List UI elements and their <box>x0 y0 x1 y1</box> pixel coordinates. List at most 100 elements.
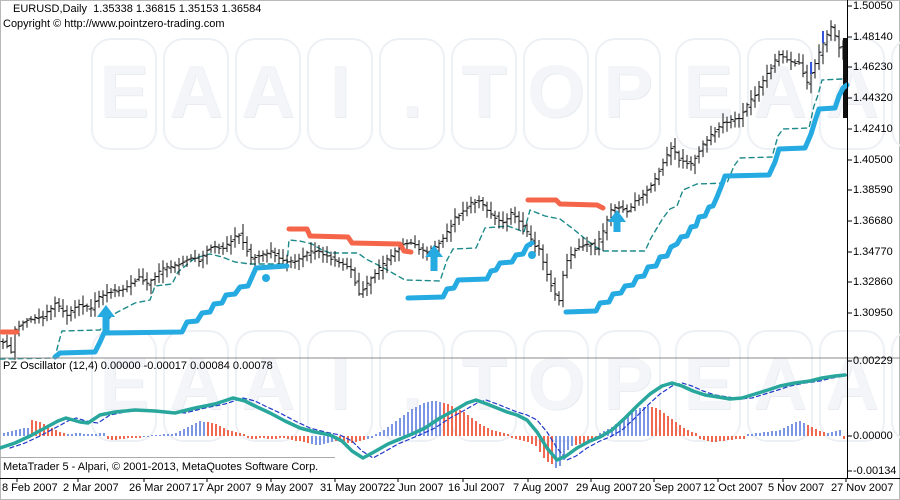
oscillator-histogram-bar <box>699 436 701 439</box>
oscillator-histogram-bar <box>635 410 637 436</box>
oscillator-histogram-bar <box>543 436 545 458</box>
oscillator-histogram-bar <box>831 432 833 436</box>
oscillator-histogram-bar <box>483 426 485 436</box>
time-axis-label: 2 Mar 2007 <box>63 482 119 494</box>
current-bar <box>843 38 847 118</box>
oscillator-histogram-bar <box>735 436 737 439</box>
oscillator-histogram-bar <box>667 416 669 436</box>
bull-candle-body <box>810 62 812 74</box>
oscillator-histogram-bar <box>711 436 713 442</box>
oscillator-histogram-bar <box>147 436 149 437</box>
oscillator-histogram-bar <box>11 431 13 436</box>
oscillator-histogram-bar <box>447 404 449 436</box>
oscillator-histogram-bar <box>35 421 37 436</box>
price-axis-label: 1.32860 <box>853 276 893 288</box>
oscillator-histogram-bar <box>127 436 129 438</box>
oscillator-histogram-bar <box>503 433 505 436</box>
watermark-letter: . <box>379 38 445 150</box>
oscillator-histogram-bar <box>627 415 629 436</box>
watermark-letter: A <box>163 38 229 150</box>
oscillator-histogram-bar <box>407 412 409 436</box>
price-axis-label: 1.34770 <box>853 246 893 258</box>
oscillator-histogram-bar <box>435 401 437 436</box>
oscillator-histogram-bar <box>511 436 513 438</box>
oscillator-histogram-bar <box>319 436 321 445</box>
oscillator-histogram-bar <box>475 421 477 436</box>
oscillator-histogram-bar <box>771 431 773 436</box>
oscillator-histogram-bar <box>835 431 837 436</box>
oscillator-histogram-bar <box>383 430 385 436</box>
oscillator-histogram-bar <box>103 433 105 436</box>
oscillator-histogram-bar <box>379 432 381 436</box>
oscillator-histogram-bar <box>639 408 641 436</box>
oscillator-histogram-bar <box>119 436 121 439</box>
oscillator-histogram-bar <box>227 430 229 436</box>
oscillator-histogram-bar <box>199 421 201 436</box>
oscillator-histogram-bar <box>307 436 309 443</box>
oscillator-histogram-bar <box>787 426 789 436</box>
oscillator-histogram-bar <box>743 436 745 439</box>
oscillator-histogram-bar <box>415 407 417 436</box>
oscillator-histogram-bar <box>331 436 333 442</box>
oscillator-histogram-bar <box>599 433 601 436</box>
oscillator-histogram-bar <box>579 436 581 444</box>
oscillator-histogram-bar <box>487 428 489 436</box>
oscillator-histogram-bar <box>519 436 521 440</box>
oscillator-histogram-bar <box>311 436 313 444</box>
oscillator-histogram-bar <box>63 433 65 436</box>
oscillator-histogram-bar <box>807 425 809 436</box>
time-axis-label: 5 Nov 2007 <box>768 482 825 494</box>
buy-arrow-icon <box>97 305 115 331</box>
oscillator-histogram-bar <box>623 418 625 436</box>
oscillator-histogram-bar <box>567 436 569 450</box>
time-axis-label: 27 Nov 2007 <box>831 482 894 494</box>
oscillator-histogram-bar <box>247 436 249 438</box>
oscillator-histogram-bar <box>123 436 125 439</box>
oscillator-histogram-bar <box>99 433 101 436</box>
price-axis-label: 1.42410 <box>853 123 893 135</box>
oscillator-histogram-bar <box>587 436 589 442</box>
oscillator-histogram-bar <box>819 431 821 436</box>
oscillator-histogram-bar <box>27 428 29 436</box>
oscillator-histogram-bar <box>255 436 257 439</box>
price-axis-label: 1.30950 <box>853 307 893 319</box>
oscillator-histogram-bar <box>151 435 153 436</box>
oscillator-histogram-bar <box>655 408 657 436</box>
entry-dot-icon <box>262 274 270 282</box>
time-axis-label: 9 May 2007 <box>256 482 314 494</box>
oscillator-histogram-bar <box>139 436 141 438</box>
oscillator-histogram-bar <box>551 436 553 464</box>
oscillator-histogram-bar <box>751 434 753 436</box>
oscillator-histogram-bar <box>155 435 157 436</box>
oscillator-histogram-bar <box>267 436 269 439</box>
oscillator-histogram-bar <box>799 421 801 436</box>
oscillator-histogram-bar <box>663 413 665 436</box>
oscillator-histogram-bar <box>571 436 573 446</box>
oscillator-histogram-bar <box>619 421 621 436</box>
watermark-letter: A <box>235 330 301 442</box>
oscillator-histogram-bar <box>539 436 541 452</box>
oscillator-histogram-bar <box>775 431 777 436</box>
watermark-letter: T <box>451 330 517 442</box>
oscillator-histogram-bar <box>499 432 501 436</box>
oscillator-histogram-bar <box>355 436 357 442</box>
oscillator-histogram-bar <box>495 431 497 436</box>
oscillator-histogram-bar <box>287 436 289 439</box>
oscillator-histogram-bar <box>455 408 457 436</box>
oscillator-histogram-bar <box>19 429 21 436</box>
oscillator-histogram-bar <box>95 434 97 436</box>
oscillator-histogram-bar <box>755 433 757 436</box>
oscillator-histogram-bar <box>275 436 277 439</box>
oscillator-histogram-bar <box>515 436 517 439</box>
buy-arrow-icon <box>425 245 443 271</box>
oscillator-histogram-bar <box>423 403 425 436</box>
ohlc-values: 1.35338 1.36815 1.35153 1.36584 <box>93 3 262 15</box>
oscillator-histogram-bar <box>643 407 645 436</box>
oscillator-histogram-bar <box>343 436 345 442</box>
price-axis-label: 1.46230 <box>853 61 893 73</box>
oscillator-histogram-bar <box>83 434 85 436</box>
watermark-letter: . <box>379 330 445 442</box>
